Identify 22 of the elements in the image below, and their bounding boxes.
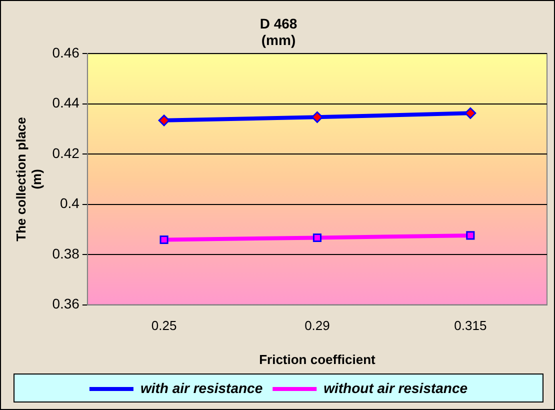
x-axis-title: Friction coefficient [259,352,376,367]
text: (mm) [261,32,296,48]
text: D 468 [260,15,298,32]
point [311,111,323,123]
point [312,233,322,242]
y-tick-label: 0.42 [52,144,80,161]
y-tick-label: 0.36 [52,296,80,312]
x-tick-label: 0.315 [454,318,487,334]
y-tick-label: 0.44 [52,94,80,111]
y-tick-label: 0.38 [52,245,80,262]
x-tick-label: 0.25 [151,318,177,334]
point [464,107,476,119]
point [466,231,475,240]
y-tick-label: 0.4 [60,195,80,212]
y-tick-label: 0.46 [52,44,80,60]
point [160,235,168,244]
text: (m) [28,169,44,190]
text: The collection place [13,117,28,242]
x-tick-label: 0.29 [304,318,330,334]
legend-label: with air resistance [140,380,263,396]
point [158,114,170,126]
legend-label: without air resistance [324,380,468,396]
